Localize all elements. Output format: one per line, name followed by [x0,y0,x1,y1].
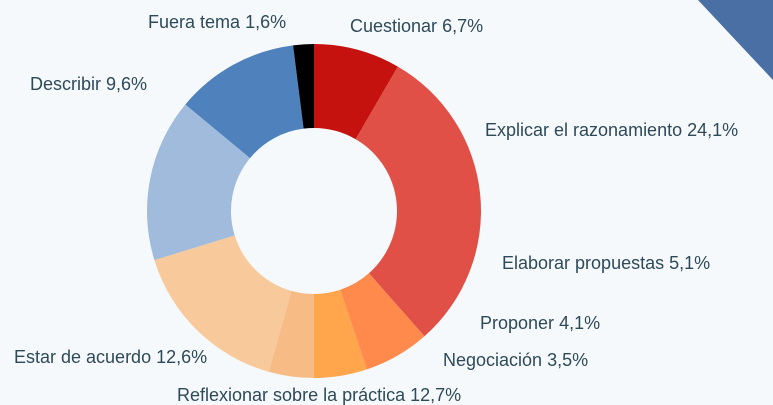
donut-slice [314,44,398,140]
donut-slice [154,235,292,372]
category-name: Describir [30,74,101,94]
slice-label: Fuera tema 1,6% [148,12,286,32]
category-name: Cuestionar [350,16,437,36]
donut-slice [185,45,304,159]
donut-slice [314,289,367,378]
decoration [698,0,773,80]
value-label: 5,1% [669,253,710,273]
slice-label: Reflexionar sobre la práctica 12,7% [177,385,461,405]
slice-label: Negociación 3,5% [443,350,588,370]
value-label: 12,6% [156,347,207,367]
category-name: Negociación [443,350,542,370]
value-label: 24,1% [687,120,738,140]
donut-slice [355,66,482,337]
value-label: 3,5% [547,350,588,370]
value-label: 6,7% [442,16,483,36]
category-name: Reflexionar sobre la práctica [177,385,406,405]
category-name: Elaborar propuestas [502,253,664,273]
slice-label: Estar de acuerdo 12,6% [14,347,207,367]
slice-label: Proponer 4,1% [480,313,600,333]
donut-slice [340,273,425,370]
value-label: 9,6% [106,74,147,94]
category-name: Explicar el razonamiento [485,120,682,140]
category-name: Estar de acuerdo [14,347,151,367]
donut-slice [268,290,314,378]
donut-slice [293,44,314,129]
category-name: Proponer [480,313,554,333]
category-name: Fuera tema [148,12,241,32]
value-label: 12,7% [410,385,461,405]
slice-label: Explicar el razonamiento 24,1% [485,120,738,140]
value-label: 4,1% [559,313,600,333]
slice-label: Cuestionar 6,7% [350,16,483,36]
donut-slice [146,104,251,261]
slice-label: Elaborar propuestas 5,1% [502,253,710,273]
slice-label: Describir 9,6% [30,74,147,94]
value-label: 1,6% [245,12,286,32]
